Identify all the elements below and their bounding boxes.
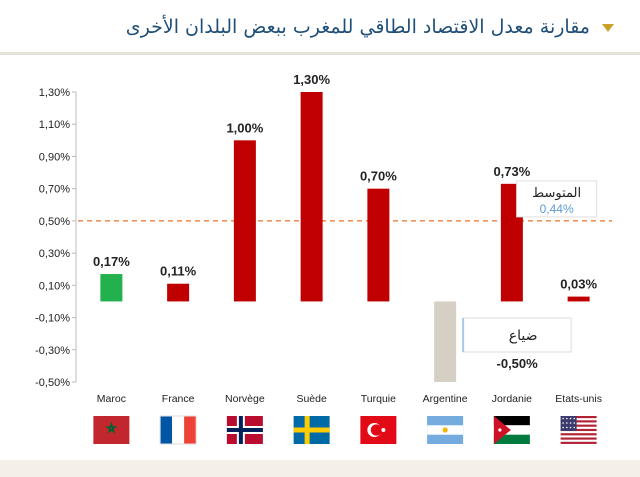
data-label: 1,30% xyxy=(293,72,330,87)
data-label: 0,70% xyxy=(360,169,397,184)
bar-etats-unis xyxy=(567,296,590,302)
flag-sweden-icon xyxy=(293,416,330,444)
data-label: 1,00% xyxy=(226,120,263,135)
y-tick-label: 0,50% xyxy=(39,216,70,228)
x-category-label: Jordanie xyxy=(492,393,532,405)
x-category-label: Turquie xyxy=(361,393,396,405)
flag-norway-icon xyxy=(226,416,263,444)
x-category-label: Norvège xyxy=(225,393,265,405)
y-tick-label: 0,10% xyxy=(39,280,70,292)
flag-jordan-icon xyxy=(493,416,530,444)
data-label: 0,11% xyxy=(160,264,197,279)
bar-suède xyxy=(300,92,323,302)
data-label: 0,73% xyxy=(493,164,530,179)
bar-norvège xyxy=(233,140,256,302)
loss-value-label: -0,50% xyxy=(497,356,539,371)
data-label: 0,17% xyxy=(93,254,130,269)
y-tick-label: 0,90% xyxy=(39,151,70,163)
flag-france-icon xyxy=(159,415,197,445)
x-category-label: Argentine xyxy=(423,393,468,405)
average-annotation-box xyxy=(516,180,598,218)
y-tick-label: -0,30% xyxy=(35,345,70,357)
average-label: المتوسط xyxy=(532,186,581,201)
flag-morocco-icon xyxy=(93,416,130,444)
y-tick-label: 0,70% xyxy=(39,184,70,196)
bar-argentine xyxy=(434,301,457,382)
bottom-strip xyxy=(0,460,640,477)
y-tick-label: 1,10% xyxy=(39,119,70,131)
flag-turkey-icon xyxy=(360,416,397,444)
bar-maroc xyxy=(100,274,123,302)
flag-argentina-icon xyxy=(427,416,464,444)
loss-annotation-box xyxy=(462,317,572,353)
bar-turquie xyxy=(367,188,390,302)
x-category-label: Suède xyxy=(296,393,327,405)
triangle-down-icon xyxy=(602,24,614,32)
page-title: مقارنة معدل الاقتصاد الطاقي للمغرب ببعض … xyxy=(125,16,590,38)
y-tick-label: -0,10% xyxy=(35,313,70,325)
data-label: 0,03% xyxy=(560,277,597,292)
x-category-label: Maroc xyxy=(97,393,126,405)
y-tick-label: 1,30% xyxy=(39,87,70,99)
title-divider xyxy=(0,52,640,55)
loss-label: ضياع xyxy=(509,328,538,344)
title-bar: مقارنة معدل الاقتصاد الطاقي للمغرب ببعض … xyxy=(0,0,640,52)
y-tick-label: -0,50% xyxy=(35,377,70,389)
flag-usa-icon xyxy=(560,416,597,444)
x-category-label: France xyxy=(162,393,195,405)
bar-france xyxy=(167,283,190,302)
average-value-label: 0,44% xyxy=(540,202,574,216)
y-tick-label: 0,30% xyxy=(39,248,70,260)
x-category-label: Etats-unis xyxy=(555,393,602,405)
